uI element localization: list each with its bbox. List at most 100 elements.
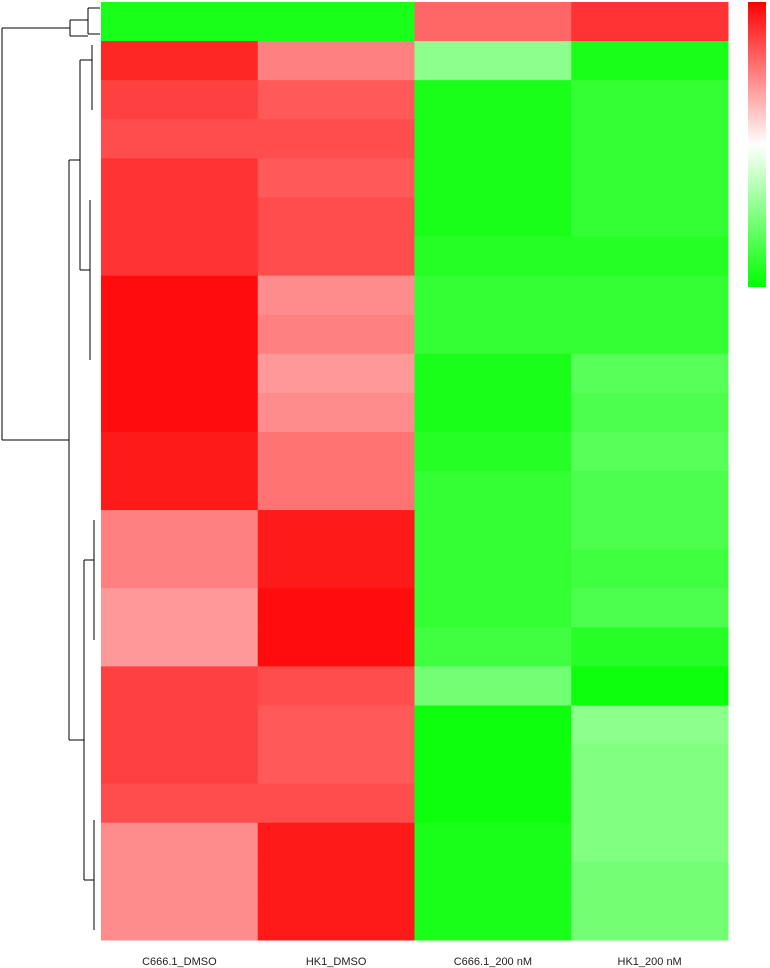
column-label: HK1_200 nM <box>618 956 682 968</box>
heatmap-cell <box>414 2 572 42</box>
heatmap-cell <box>571 588 729 628</box>
heatmap-cell <box>414 80 572 120</box>
heatmap-cell <box>414 549 572 589</box>
heatmap-cell <box>571 666 729 706</box>
heatmap-cell <box>257 822 415 863</box>
column-label: C666.1_DMSO <box>142 956 217 968</box>
heatmap-cell <box>101 744 259 785</box>
heatmap-cell <box>257 353 415 394</box>
heatmap-cell <box>571 510 729 550</box>
heatmap-cell <box>571 119 729 159</box>
heatmap-cell <box>257 549 415 589</box>
heatmap-cell <box>101 2 259 42</box>
heatmap-cell <box>257 275 415 316</box>
heatmap-cell <box>414 119 572 159</box>
heatmap-cell <box>101 158 259 198</box>
column-label: C666.1_200 nM <box>454 956 532 968</box>
heatmap-cell <box>414 392 572 433</box>
heatmap-cell <box>257 392 415 433</box>
column-label: HK1_DMSO <box>306 956 367 968</box>
heatmap-cell <box>414 783 572 824</box>
heatmap-cell <box>257 900 415 941</box>
heatmap-cell <box>101 275 259 316</box>
heatmap-cell <box>414 861 572 902</box>
heatmap-cell <box>414 666 572 706</box>
heatmap-cell <box>101 783 259 824</box>
heatmap-cell <box>101 705 259 746</box>
heatmap-cell <box>257 236 415 277</box>
heatmap-cell <box>257 2 415 42</box>
heatmap-cell <box>571 822 729 863</box>
heatmap-cell <box>257 783 415 824</box>
heatmap-cell <box>257 510 415 550</box>
heatmap-cell <box>414 627 572 667</box>
heatmap-cell <box>571 392 729 433</box>
heatmap-cell <box>414 900 572 941</box>
heatmap-cell <box>414 471 572 511</box>
heatmap-cell <box>257 119 415 159</box>
heatmap-cell <box>571 471 729 511</box>
heatmap-cell <box>414 314 572 355</box>
heatmap-cell <box>101 861 259 902</box>
heatmap-cell <box>101 627 259 667</box>
heatmap-cell <box>571 705 729 746</box>
heatmap-cell <box>414 705 572 746</box>
heatmap-cell <box>257 627 415 667</box>
heatmap-cell <box>257 705 415 746</box>
heatmap-cell <box>571 431 729 472</box>
heatmap-cell <box>571 158 729 198</box>
heatmap-cell <box>571 627 729 667</box>
heatmap-cell <box>414 822 572 863</box>
heatmap-cell <box>571 353 729 394</box>
dendrogram <box>1 7 100 930</box>
heatmap-cell <box>257 158 415 198</box>
heatmap-cell <box>257 197 415 237</box>
heatmap-cell <box>571 41 729 81</box>
heatmap-cell <box>101 197 259 237</box>
heatmap-cell <box>571 80 729 120</box>
heatmap-cell <box>101 471 259 511</box>
heatmap-cell <box>257 861 415 902</box>
heatmap-cell <box>101 666 259 706</box>
heatmap-cell <box>414 510 572 550</box>
heatmap-cell <box>101 900 259 941</box>
heatmap-cell <box>101 80 259 120</box>
heatmap-cell <box>101 431 259 472</box>
heatmap-cell <box>101 549 259 589</box>
heatmap-cell <box>571 744 729 785</box>
heatmap-cell <box>571 197 729 237</box>
heatmap-cell <box>571 783 729 824</box>
heatmap-cell <box>571 549 729 589</box>
heatmap-cell <box>571 275 729 316</box>
heatmap-cell <box>101 510 259 550</box>
heatmap-cell <box>101 119 259 159</box>
heatmap-cell <box>257 314 415 355</box>
heatmap-cell <box>101 353 259 394</box>
heatmap-cell <box>414 158 572 198</box>
heatmap-cell <box>571 236 729 277</box>
heatmap-cell <box>257 41 415 81</box>
heatmap-cell <box>414 353 572 394</box>
heatmap-cell <box>571 900 729 941</box>
heatmap-cell <box>257 666 415 706</box>
heatmap-cell <box>101 236 259 277</box>
heatmap-cell <box>414 41 572 81</box>
heatmap-cell <box>101 822 259 863</box>
heatmap-cell <box>257 588 415 628</box>
heatmap-cell <box>414 275 572 316</box>
heatmap-cell <box>414 744 572 785</box>
heatmap-cell <box>257 80 415 120</box>
heatmap-cell <box>257 471 415 511</box>
heatmap-cell <box>571 861 729 902</box>
heatmap-cell <box>414 588 572 628</box>
heatmap-cell <box>571 314 729 355</box>
heatmap-cell <box>414 236 572 277</box>
color-bar <box>748 2 766 287</box>
heatmap-cell <box>414 197 572 237</box>
heatmap-cell <box>101 41 259 81</box>
heatmap-cell <box>101 314 259 355</box>
heatmap-cell <box>257 744 415 785</box>
heatmap-cell <box>101 392 259 433</box>
heatmap-cell <box>257 431 415 472</box>
